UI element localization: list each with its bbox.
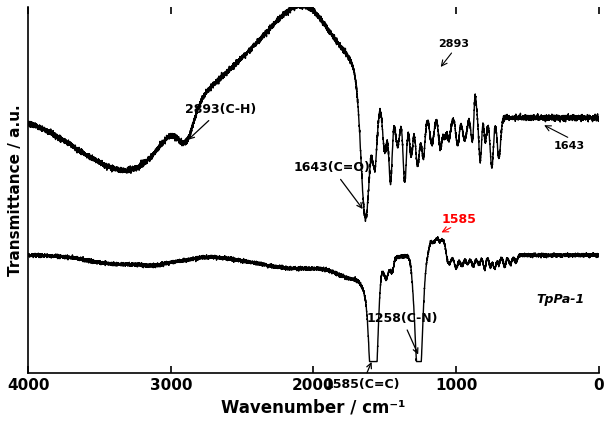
Text: 2893: 2893: [437, 38, 469, 49]
Text: 1258(C-N): 1258(C-N): [366, 312, 437, 353]
X-axis label: Wavenumber / cm⁻¹: Wavenumber / cm⁻¹: [221, 398, 406, 416]
Text: 2893(C-H): 2893(C-H): [185, 103, 257, 139]
Text: TpPa-1: TpPa-1: [536, 293, 585, 306]
Text: 1643: 1643: [554, 141, 585, 151]
Text: 1585: 1585: [442, 212, 477, 225]
Text: 1643(C=O): 1643(C=O): [293, 162, 370, 208]
Text: 1585(C=C): 1585(C=C): [324, 363, 400, 391]
Y-axis label: Transmittance / a.u.: Transmittance / a.u.: [8, 104, 23, 276]
